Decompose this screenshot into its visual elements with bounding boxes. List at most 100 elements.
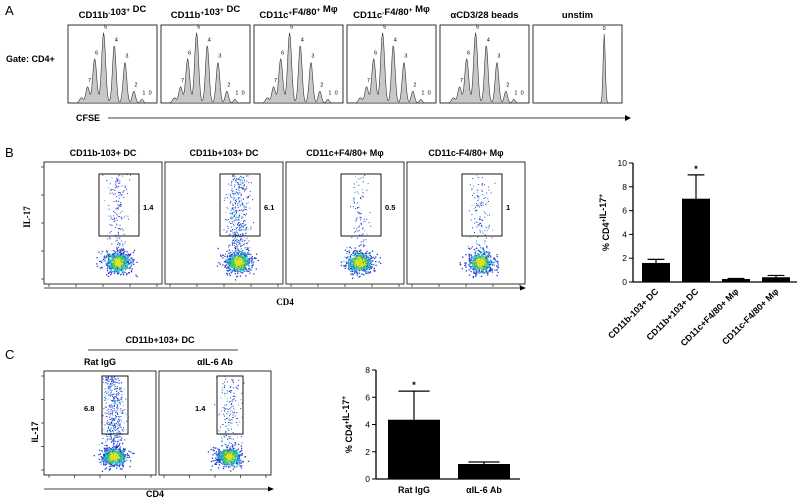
flow-event: [238, 257, 240, 259]
flow-event: [494, 182, 496, 184]
flow-event: [110, 449, 112, 451]
flow-event: [113, 264, 115, 267]
peak-label: 5: [197, 25, 200, 31]
flow-event: [240, 271, 242, 274]
flow-event: [122, 245, 124, 247]
flow-event: [121, 396, 123, 398]
flow-event: [356, 253, 358, 255]
flow-event: [357, 259, 360, 262]
flow-event: [238, 222, 240, 223]
flow-event: [476, 266, 479, 268]
flow-event: [360, 198, 362, 200]
flow-event: [123, 255, 125, 257]
flow-event: [493, 257, 495, 259]
flow-event: [112, 425, 114, 427]
flow-plot-title: CD11c-F4/80+ Mφ: [428, 148, 504, 158]
flow-event: [115, 217, 117, 219]
flow-event: [241, 263, 243, 265]
flow-event: [231, 254, 234, 257]
flow-event: [479, 257, 481, 259]
flow-event: [487, 198, 489, 200]
flow-event: [108, 253, 111, 256]
flow-event: [114, 410, 116, 412]
flow-event: [110, 393, 112, 394]
flow-event: [234, 269, 236, 272]
flow-event: [121, 398, 123, 400]
flow-event: [244, 220, 246, 222]
histogram-curve: [347, 32, 436, 104]
flow-event: [355, 257, 357, 259]
flow-event: [234, 257, 237, 259]
flow-event: [119, 430, 121, 432]
flow-event: [130, 260, 132, 262]
flow-event: [120, 257, 122, 259]
flow-event: [117, 421, 119, 423]
flow-event: [244, 206, 246, 208]
flow-event: [112, 464, 114, 467]
flow-event: [105, 377, 107, 378]
flow-event: [113, 465, 116, 467]
flow-event: [247, 261, 249, 263]
flow-event: [217, 247, 219, 250]
flow-event: [231, 266, 233, 268]
flow-event: [245, 261, 247, 263]
flow-event: [471, 187, 473, 189]
flow-event: [472, 268, 474, 270]
flow-event: [231, 214, 233, 215]
flow-event: [477, 264, 479, 266]
flow-event: [116, 444, 118, 446]
flow-event: [117, 412, 118, 414]
flow-event: [124, 260, 126, 262]
panel-a-letter: A: [5, 3, 14, 18]
flow-event: [120, 204, 122, 206]
flow-event: [127, 263, 129, 265]
y-axis-label: % CD4+IL-17+: [598, 194, 611, 251]
flow-event: [122, 243, 124, 245]
flow-event: [110, 261, 112, 263]
flow-event: [108, 424, 110, 426]
flow-event: [103, 381, 105, 383]
flow-event: [248, 268, 250, 270]
flow-event: [478, 244, 480, 246]
flow-event: [109, 389, 111, 391]
flow-event: [246, 203, 248, 205]
flow-event: [124, 254, 126, 257]
flow-event: [124, 267, 126, 269]
flow-event: [111, 423, 113, 425]
flow-event: [489, 225, 490, 227]
flow-event: [248, 265, 250, 267]
flow-event: [108, 208, 110, 210]
flow-event: [130, 265, 132, 267]
flow-event: [120, 263, 122, 265]
flow-event: [124, 263, 126, 265]
flow-event: [369, 260, 371, 263]
flow-event: [230, 251, 232, 254]
flow-event: [119, 242, 121, 244]
flow-event: [113, 464, 115, 466]
y-axis-label-segment: % CD4: [601, 223, 611, 252]
flow-event: [124, 271, 126, 273]
flow-event: [119, 402, 121, 404]
flow-event: [234, 243, 236, 244]
histogram-curve: [254, 32, 343, 104]
flow-event: [115, 417, 117, 419]
flow-event: [362, 258, 365, 260]
flow-event: [478, 198, 480, 200]
flow-event: [115, 200, 117, 202]
flow-event: [112, 430, 114, 432]
flow-event: [477, 184, 479, 185]
flow-event: [112, 446, 114, 449]
flow-event: [473, 267, 475, 269]
flow-event: [106, 377, 108, 379]
flow-event: [110, 419, 112, 421]
flow-event: [116, 394, 117, 396]
flow-event: [241, 176, 243, 178]
flow-event: [124, 439, 126, 441]
flow-event: [246, 188, 248, 190]
flow-event: [115, 410, 117, 412]
flow-event: [482, 250, 484, 252]
flow-event: [246, 197, 248, 199]
flow-event: [474, 256, 476, 258]
